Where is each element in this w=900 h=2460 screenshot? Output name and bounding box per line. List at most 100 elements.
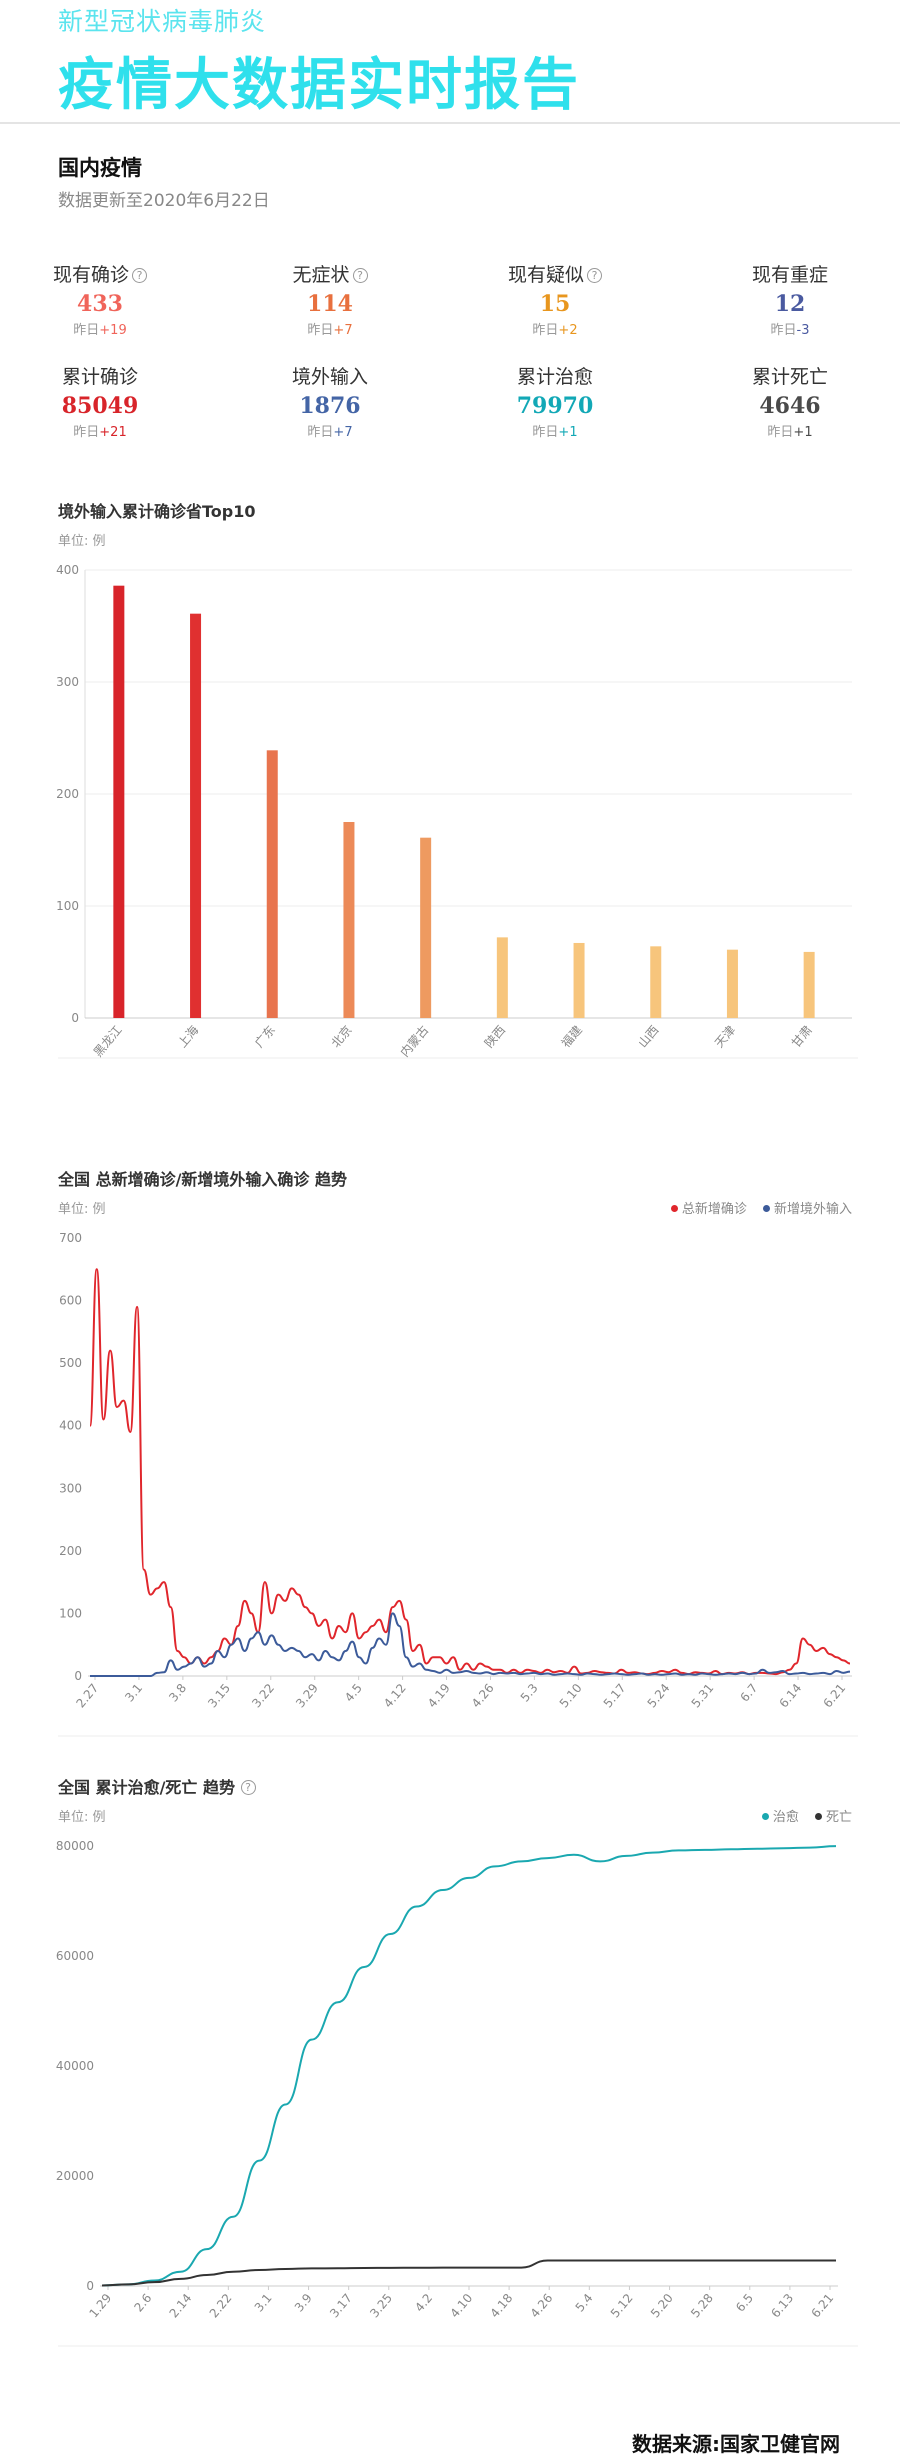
- help-icon[interactable]: ?: [132, 268, 147, 283]
- legend-item-cured[interactable]: 治愈: [761, 1810, 799, 1825]
- header: 新型冠状病毒肺炎 疫情大数据实时报告: [0, 0, 900, 124]
- y-tick-label: 40000: [56, 2059, 94, 2073]
- x-tick-label: 5.3: [518, 1681, 541, 1705]
- x-tick-label: 6.5: [733, 2291, 756, 2315]
- cured-death-chart: 0 20000 40000 60000 80000 1.29 2.6 2.14 2.22 3.1 3…: [56, 1839, 858, 2347]
- stat-label: 现有疑似?: [465, 260, 645, 287]
- y-tick-label: 0: [74, 1669, 82, 1683]
- stat-yesterday: 昨日+2: [532, 323, 578, 338]
- y-tick-label: 0: [86, 2279, 94, 2293]
- y-tick-label: 80000: [56, 1839, 94, 1853]
- help-icon[interactable]: ?: [352, 268, 368, 283]
- x-tick-label: 5.20: [648, 2291, 676, 2320]
- x-tick-label: 3.15: [205, 1681, 233, 1710]
- bar-chart-title: 境外输入累计确诊省Top10: [58, 502, 256, 521]
- stat-yesterday: 昨日+1: [767, 425, 813, 440]
- bar-chart: 0 100 200 300 400 黑龙江 上海 广东 北京 内蒙古 陕西 福建 山西 天津 甘肃: [56, 563, 858, 1060]
- legend-item-death[interactable]: 死亡: [814, 1810, 852, 1825]
- x-tick-label: 6.14: [776, 1681, 804, 1710]
- stat-yesterday: 昨日-3: [770, 323, 810, 338]
- x-tick-label: 6.21: [808, 2291, 836, 2320]
- bar: [726, 949, 738, 1018]
- stat-value: 85049: [61, 393, 139, 419]
- x-tick-label: 3.22: [249, 1681, 277, 1710]
- x-tick-label: 5.4: [573, 2291, 596, 2315]
- bar: [496, 937, 508, 1018]
- x-tick-label: 6.13: [768, 2291, 796, 2320]
- update-time: 数据更新至2020年6月22日: [58, 191, 270, 211]
- stat-yesterday: 昨日+7: [307, 323, 353, 338]
- x-tick-label: 5.24: [645, 1681, 673, 1710]
- x-tick-label: 2.27: [73, 1681, 101, 1710]
- new-cases-legend: 总新增确诊 新增境外输入: [659, 1198, 852, 1217]
- stat-label: 现有重症: [751, 264, 828, 286]
- legend-item-total-new[interactable]: 总新增确诊: [670, 1202, 747, 1217]
- help-icon[interactable]: ?: [587, 268, 602, 283]
- x-tick-label: 4.19: [425, 1681, 453, 1710]
- legend-dot-icon: [762, 1205, 770, 1212]
- stat-value: 1876: [299, 393, 361, 419]
- y-tick-label: 500: [59, 1356, 82, 1370]
- stat-yesterday: 昨日+21: [73, 425, 127, 440]
- legend-item-imported-new[interactable]: 新增境外输入: [762, 1202, 852, 1217]
- x-tick-label: 4.10: [447, 2291, 475, 2320]
- legend-dot-icon: [814, 1813, 822, 1820]
- header-title: 疫情大数据实时报告: [58, 53, 580, 118]
- series-line: [89, 1612, 851, 1677]
- y-tick-label: 300: [56, 675, 79, 689]
- y-tick-label: 100: [56, 899, 79, 913]
- y-tick-label: 600: [59, 1294, 82, 1308]
- y-tick-label: 300: [59, 1481, 82, 1495]
- x-tick-label: 陕西: [481, 1022, 508, 1050]
- stat-card: 境外输入 1876 昨日+7: [240, 362, 420, 440]
- x-tick-label: 3.29: [293, 1681, 321, 1710]
- y-tick-label: 200: [56, 787, 79, 801]
- stat-label: 无症状?: [240, 260, 420, 287]
- bar: [113, 585, 125, 1018]
- bar: [266, 750, 278, 1018]
- line-axis-group: 0 20000 40000 60000 80000 1.29 2.6 2.14 2.22 3.1 3…: [56, 1839, 838, 2320]
- y-tick-label: 0: [71, 1011, 79, 1025]
- stat-value: 114: [307, 291, 353, 317]
- domestic-title: 国内疫情: [58, 156, 142, 180]
- y-tick-label: 60000: [56, 1949, 94, 1963]
- x-tick-label: 6.21: [820, 1681, 848, 1710]
- bar-chart-unit: 单位: 例: [58, 534, 106, 549]
- x-tick-label: 5.12: [608, 2291, 636, 2320]
- y-tick-label: 400: [59, 1419, 82, 1433]
- bar: [573, 942, 585, 1018]
- x-tick-label: 3.1: [122, 1681, 145, 1705]
- bar: [343, 822, 355, 1018]
- x-tick-label: 北京: [329, 1023, 355, 1050]
- x-tick-label: 甘肃: [789, 1023, 815, 1050]
- x-tick-label: 4.5: [342, 1681, 365, 1705]
- new-cases-chart-title: 全国 总新增确诊/新增境外输入确诊 趋势: [58, 1170, 347, 1189]
- cured-death-chart-unit: 单位: 例: [58, 1810, 106, 1825]
- stat-card: 无症状? 114 昨日+7: [240, 260, 420, 338]
- stat-yesterday: 昨日+7: [307, 425, 353, 440]
- x-tick-label: 2.6: [131, 2291, 154, 2315]
- x-tick-label: 福建: [558, 1022, 585, 1050]
- x-tick-label: 3.1: [252, 2291, 275, 2315]
- x-tick-label: 5.31: [689, 1681, 717, 1710]
- new-cases-chart-unit: 单位: 例: [58, 1202, 106, 1217]
- series-line: [89, 1268, 851, 1676]
- stat-card: 累计确诊 85049 昨日+21: [10, 362, 190, 440]
- x-tick-label: 3.8: [166, 1681, 189, 1705]
- stat-value: 433: [77, 291, 123, 317]
- stat-yesterday: 昨日+19: [73, 323, 127, 338]
- x-tick-label: 3.17: [327, 2291, 355, 2320]
- stat-value: 79970: [516, 393, 594, 419]
- x-tick-label: 5.10: [557, 1681, 585, 1710]
- stat-card: 现有确诊? 433 昨日+19: [10, 260, 190, 338]
- x-tick-label: 天津: [712, 1023, 738, 1050]
- x-tick-label: 4.12: [381, 1681, 409, 1710]
- x-tick-label: 广东: [252, 1023, 278, 1050]
- series-line: [101, 2259, 837, 2287]
- x-tick-label: 上海: [174, 1022, 201, 1050]
- x-tick-label: 4.26: [528, 2291, 556, 2320]
- x-tick-label: 4.2: [412, 2291, 435, 2315]
- y-tick-label: 100: [59, 1606, 82, 1620]
- x-tick-label: 黑龙江: [91, 1023, 125, 1060]
- help-icon[interactable]: ?: [240, 1780, 256, 1795]
